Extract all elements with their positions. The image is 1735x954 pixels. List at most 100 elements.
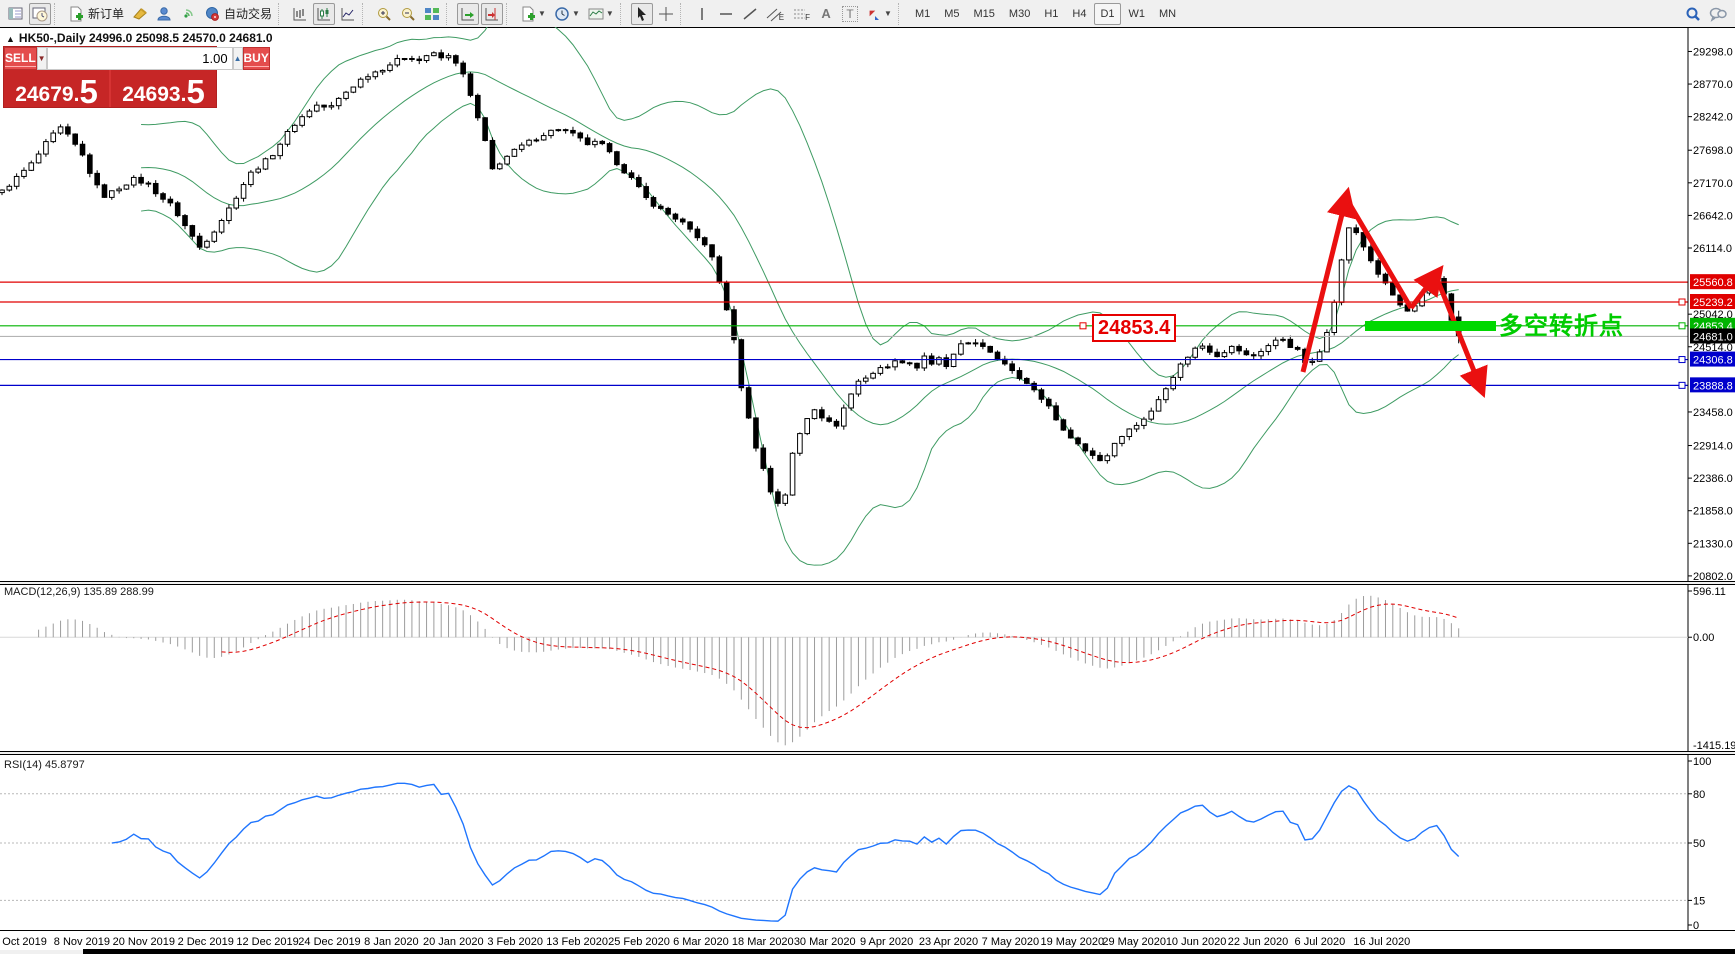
svg-text:18 Mar 2020: 18 Mar 2020 bbox=[732, 936, 794, 948]
arrows-button[interactable]: ▼ bbox=[863, 3, 895, 25]
horizontal-line-button[interactable] bbox=[715, 3, 737, 25]
candlestick-chart-icon bbox=[317, 7, 331, 20]
svg-text:3 Feb 2020: 3 Feb 2020 bbox=[487, 936, 543, 948]
svg-text:50: 50 bbox=[1693, 838, 1705, 850]
trendline-icon bbox=[743, 7, 757, 20]
buy-button[interactable]: BUY bbox=[242, 47, 270, 70]
trend-arrows[interactable] bbox=[1079, 186, 1488, 398]
timeframe-m1-button[interactable]: M1 bbox=[914, 7, 931, 20]
cursor-button[interactable] bbox=[630, 2, 653, 25]
rsi-label: RSI(14) 45.8797 bbox=[4, 759, 85, 771]
timeframe-mn-button[interactable]: MN bbox=[1159, 7, 1177, 20]
account-button[interactable] bbox=[153, 3, 175, 25]
zoom-out-button[interactable] bbox=[397, 3, 419, 25]
cursor-icon bbox=[637, 6, 646, 21]
svg-text:13 Feb 2020: 13 Feb 2020 bbox=[546, 936, 608, 948]
collapse-icon[interactable]: ▲ bbox=[6, 34, 15, 44]
text-label-icon: T bbox=[842, 5, 858, 22]
templates-icon bbox=[588, 8, 604, 19]
svg-text:28242.0: 28242.0 bbox=[1693, 112, 1733, 124]
timeframe-m5-button[interactable]: M5 bbox=[944, 7, 960, 20]
new-order-button[interactable]: 新订单 bbox=[65, 3, 127, 25]
auto-scroll-button[interactable] bbox=[457, 2, 480, 25]
green-highlight-bar[interactable] bbox=[1365, 321, 1496, 331]
horizontal-line-icon bbox=[719, 12, 732, 15]
bucket-button[interactable] bbox=[129, 3, 151, 25]
turning-point-label[interactable]: 多空转折点 bbox=[1499, 313, 1624, 340]
candlestick-chart-button[interactable] bbox=[313, 2, 336, 25]
svg-text:80: 80 bbox=[1693, 789, 1705, 801]
periods-caret-icon: ▼ bbox=[571, 9, 580, 18]
chat-button[interactable] bbox=[1706, 3, 1730, 25]
timeframe-d1-button[interactable]: D1 bbox=[1094, 2, 1121, 25]
svg-text:25239.2: 25239.2 bbox=[1693, 297, 1733, 309]
vertical-line-button[interactable] bbox=[691, 3, 713, 25]
svg-text:596.11: 596.11 bbox=[1693, 586, 1726, 598]
indicators-button[interactable]: ▼ bbox=[517, 3, 549, 25]
sell-button[interactable]: SELL bbox=[4, 47, 37, 70]
svg-text:20802.0: 20802.0 bbox=[1693, 571, 1733, 583]
svg-text:100: 100 bbox=[1693, 756, 1711, 768]
volume-increase-button[interactable]: ▲ bbox=[232, 47, 243, 70]
arrows-caret-icon: ▼ bbox=[884, 9, 892, 18]
line-chart-button[interactable] bbox=[337, 3, 359, 25]
autotrading-button[interactable]: 自动交易 bbox=[201, 3, 275, 25]
equidistant-channel-button[interactable]: E bbox=[763, 3, 787, 25]
chart-shift-button[interactable] bbox=[481, 2, 504, 25]
svg-text:29298.0: 29298.0 bbox=[1693, 46, 1733, 58]
profiles-icon bbox=[32, 7, 48, 21]
window-list-button[interactable] bbox=[5, 3, 27, 25]
price-annotation-box[interactable]: 24853.4 bbox=[1092, 314, 1177, 342]
svg-text:26642.0: 26642.0 bbox=[1693, 210, 1733, 222]
svg-text:22 Jun 2020: 22 Jun 2020 bbox=[1228, 936, 1289, 948]
text-button[interactable]: A bbox=[821, 6, 831, 21]
close-value: 24681.0 bbox=[229, 31, 273, 45]
tile-windows-button[interactable] bbox=[421, 3, 443, 25]
crosshair-icon bbox=[658, 6, 673, 21]
macd-panel: 596.11 0.00 -1415.19 bbox=[0, 586, 1735, 752]
svg-text:15: 15 bbox=[1693, 895, 1705, 907]
high-value: 25098.5 bbox=[135, 31, 180, 45]
sell-price-display[interactable]: 24679. 5 bbox=[4, 70, 111, 108]
autotrading-label: 自动交易 bbox=[224, 7, 273, 21]
volume-input[interactable] bbox=[46, 47, 233, 70]
svg-text:28770.0: 28770.0 bbox=[1693, 79, 1733, 91]
timeframe-w1-button[interactable]: W1 bbox=[1128, 7, 1146, 20]
crosshair-button[interactable] bbox=[655, 3, 677, 25]
line-chart-icon bbox=[341, 7, 355, 20]
svg-text:27170.0: 27170.0 bbox=[1693, 178, 1733, 190]
svg-text:23 Apr 2020: 23 Apr 2020 bbox=[919, 936, 978, 948]
timeframe-h1-button[interactable]: H1 bbox=[1044, 7, 1059, 20]
svg-text:0: 0 bbox=[1693, 920, 1699, 932]
fibonacci-button[interactable]: F bbox=[789, 3, 813, 25]
signals-button[interactable] bbox=[177, 3, 199, 25]
volume-decrease-button[interactable]: ▼ bbox=[36, 47, 47, 70]
auto-scroll-icon bbox=[461, 7, 475, 20]
macd-label: MACD(12,26,9) 135.89 288.99 bbox=[4, 586, 154, 598]
svg-text:23458.0: 23458.0 bbox=[1693, 407, 1733, 419]
chart-shift-icon bbox=[485, 7, 499, 20]
horizontal-lines[interactable]: 25560.8 25239.2 24853.4 24681.0 24306.8 23888… bbox=[0, 274, 1735, 393]
profiles-button[interactable] bbox=[29, 2, 51, 25]
low-value: 24570.0 bbox=[182, 31, 226, 45]
templates-button[interactable]: ▼ bbox=[585, 3, 617, 25]
svg-text:8 Jan 2020: 8 Jan 2020 bbox=[364, 936, 418, 948]
timeframe-m30-button[interactable]: M30 bbox=[1008, 7, 1031, 20]
timeframe-m15-button[interactable]: M15 bbox=[973, 7, 995, 20]
periods-icon bbox=[555, 6, 569, 21]
svg-text:21858.0: 21858.0 bbox=[1693, 506, 1733, 518]
timeframe-h4-button[interactable]: H4 bbox=[1072, 7, 1087, 20]
text-label-button[interactable]: T bbox=[839, 3, 861, 25]
equidistant-channel-icon bbox=[766, 8, 782, 21]
templates-caret-icon: ▼ bbox=[605, 9, 614, 18]
bar-chart-button[interactable] bbox=[289, 3, 311, 25]
new-order-label: 新订单 bbox=[88, 7, 125, 21]
buy-price-display[interactable]: 24693. 5 bbox=[111, 70, 216, 108]
zoom-in-button[interactable] bbox=[373, 3, 395, 25]
svg-text:6 Jul 2020: 6 Jul 2020 bbox=[1295, 936, 1346, 948]
search-button[interactable] bbox=[1682, 3, 1704, 25]
periods-button[interactable]: ▼ bbox=[551, 3, 583, 25]
trendline-button[interactable] bbox=[739, 3, 761, 25]
fibonacci-icon bbox=[794, 9, 806, 18]
